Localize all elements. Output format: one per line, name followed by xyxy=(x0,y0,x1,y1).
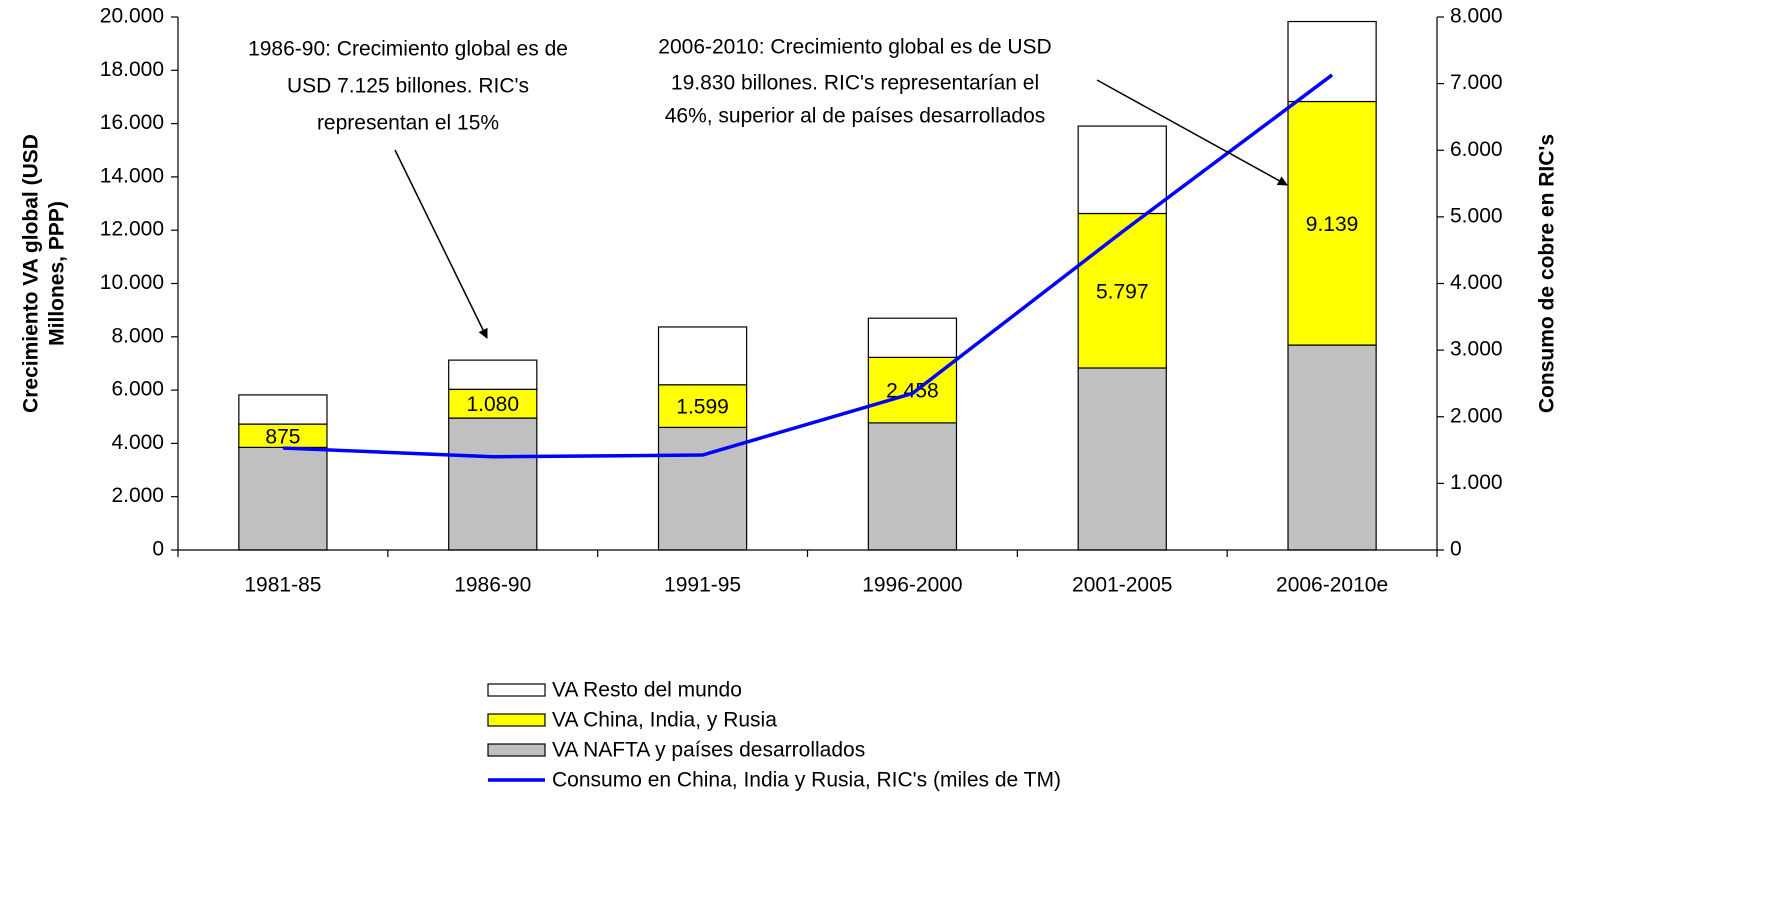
legend-swatch xyxy=(487,713,546,727)
y2-tick-label: 6.000 xyxy=(1450,138,1503,161)
x-tick-label: 2001-2005 xyxy=(1072,574,1172,597)
y-tick-label: 16.000 xyxy=(100,111,164,134)
annotation: USD 7.125 billones. RIC's xyxy=(287,75,529,98)
y2-tick-label: 2.000 xyxy=(1450,404,1503,427)
bar-segment xyxy=(1077,367,1167,551)
bar-segment xyxy=(238,394,328,425)
y2-tick-label: 3.000 xyxy=(1450,338,1503,361)
y-tick-label: 18.000 xyxy=(100,58,164,81)
y-tick-label: 6.000 xyxy=(111,378,164,401)
y2-tick-label: 0 xyxy=(1450,538,1462,561)
data-label: 875 xyxy=(265,425,300,448)
y2-axis-title: Consumo de cobre en RIC's xyxy=(1536,134,1559,413)
y-tick-label: 0 xyxy=(152,538,164,561)
y2-tick-label: 7.000 xyxy=(1450,71,1503,94)
x-tick-label: 1991-95 xyxy=(664,574,741,597)
data-label: 9.139 xyxy=(1306,213,1359,236)
annotation-arrow xyxy=(394,149,488,339)
bar-segment xyxy=(867,422,958,551)
x-tick-label: 1996-2000 xyxy=(862,574,962,597)
y2-tick-label: 4.000 xyxy=(1450,271,1503,294)
y-axis-title: Crecimiento VA global (USD xyxy=(20,134,43,413)
y-tick-label: 4.000 xyxy=(111,431,164,454)
annotation: representan el 15% xyxy=(317,112,499,135)
bar-segment xyxy=(657,326,748,386)
data-label: 5.797 xyxy=(1096,280,1149,303)
annotation: 19.830 billones. RIC's representarían el xyxy=(671,72,1039,95)
bar-segment xyxy=(448,388,538,419)
y-tick-label: 2.000 xyxy=(111,484,164,507)
x-tick-label: 1986-90 xyxy=(454,574,531,597)
x-tick-label: 1981-85 xyxy=(244,574,321,597)
legend-label: VA NAFTA y países desarrollados xyxy=(552,739,865,762)
annotation: 1986-90: Crecimiento global es de xyxy=(248,38,568,61)
bar-segment xyxy=(1077,212,1167,369)
annotation: 46%, superior al de países desarrollados xyxy=(665,105,1046,128)
legend-label: VA China, India, y Rusia xyxy=(552,709,777,732)
bar-segment xyxy=(448,417,538,551)
bar-segment xyxy=(1287,100,1377,346)
y-tick-label: 14.000 xyxy=(100,164,164,187)
bar-segment xyxy=(657,384,748,429)
bar-segment xyxy=(1287,344,1377,551)
legend-label: Consumo en China, India y Rusia, RIC's (… xyxy=(552,769,1061,792)
x-tick-label: 2006-2010e xyxy=(1276,574,1388,597)
y-tick-label: 20.000 xyxy=(100,5,164,28)
data-label: 1.599 xyxy=(676,396,729,419)
y2-tick-label: 5.000 xyxy=(1450,204,1503,227)
data-label: 1.080 xyxy=(466,393,519,416)
y-axis-title: Millones, PPP) xyxy=(46,201,69,346)
bar-segment xyxy=(238,446,328,551)
y2-tick-label: 8.000 xyxy=(1450,5,1503,28)
bar-segment xyxy=(867,317,958,358)
y-tick-label: 10.000 xyxy=(100,271,164,294)
y-tick-label: 12.000 xyxy=(100,218,164,241)
bar-segment xyxy=(448,359,538,390)
y-tick-label: 8.000 xyxy=(111,324,164,347)
legend-swatch xyxy=(487,743,546,757)
line-series xyxy=(282,73,1334,459)
y2-tick-label: 1.000 xyxy=(1450,471,1503,494)
bar-segment xyxy=(1077,125,1167,215)
annotation: 2006-2010: Crecimiento global es de USD xyxy=(658,36,1051,59)
bar-segment xyxy=(1287,20,1377,103)
annotation-arrow xyxy=(1096,79,1288,186)
legend-swatch xyxy=(487,683,546,697)
legend-label: VA Resto del mundo xyxy=(552,679,742,702)
